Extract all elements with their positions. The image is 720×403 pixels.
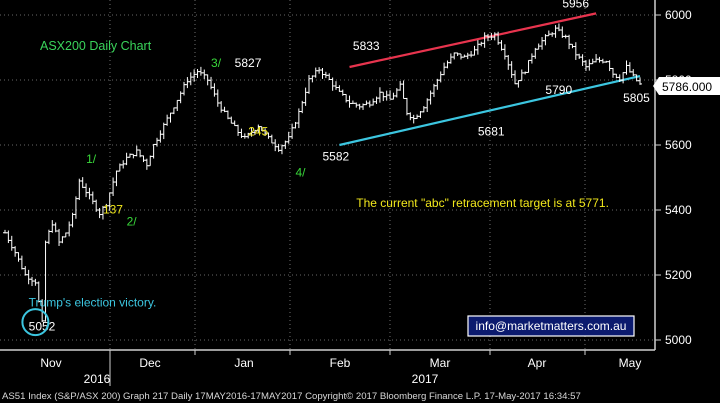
trendlines [339, 12, 641, 147]
annotation-label: Trump's election victory. [29, 296, 157, 310]
last-price-tag: 5786.000 [653, 77, 720, 95]
annotation-label: 5052 [29, 319, 56, 333]
last-price-label: 5786.000 [662, 80, 712, 94]
upper-trendline [349, 12, 597, 69]
annotation-label: 137 [103, 202, 123, 216]
x-tick-label: Feb [330, 356, 351, 370]
y-tick-labels: 500052005400560058006000 [655, 8, 692, 347]
annotation-label: 3/ [211, 56, 222, 70]
annotation-label: The current "abc" retracement target is … [356, 196, 609, 210]
x-tick-label: Apr [528, 356, 547, 370]
footer-text: AS51 Index (S&P/ASX 200) Graph 217 Daily… [2, 391, 581, 402]
annotation-label: 5827 [235, 56, 262, 70]
price-bars [3, 23, 642, 323]
annotations: 1/137 2/3/5827 245 4/5582 5833 5681 5790 5956 58… [21, 0, 650, 337]
x-tick-label: Mar [430, 356, 451, 370]
x-tick-labels: Nov Dec Jan Feb Mar Apr May 2016 2017 [40, 350, 641, 386]
email-badge[interactable]: info@marketmatters.com.au [467, 315, 635, 337]
y-tick-label: 6000 [665, 8, 692, 22]
annotation-label: 5833 [353, 39, 380, 53]
year-label: 2016 [84, 372, 111, 386]
election-marker [21, 308, 50, 337]
annotation-label: 5582 [323, 149, 350, 163]
y-tick-label: 5600 [665, 138, 692, 152]
y-tick-label: 5400 [665, 203, 692, 217]
annotation-label: 2/ [127, 214, 138, 228]
email-link[interactable]: info@marketmatters.com.au [476, 319, 627, 333]
annotation-label: 5681 [478, 124, 505, 138]
chart-title: ASX200 Daily Chart [40, 39, 152, 53]
year-label: 2017 [412, 372, 439, 386]
footer-bar [0, 387, 720, 403]
y-tick-label: 5200 [665, 268, 692, 282]
annotation-label: 4/ [295, 166, 306, 180]
x-tick-label: Dec [139, 356, 160, 370]
x-tick-label: May [619, 356, 642, 370]
lower-trendline [339, 75, 641, 147]
annotation-label: 5805 [623, 91, 650, 105]
annotation-label: 5956 [562, 0, 589, 11]
y-tick-label: 5000 [665, 333, 692, 347]
axes [0, 0, 656, 351]
annotation-label: 1/ [86, 152, 97, 166]
x-tick-label: Jan [234, 356, 253, 370]
annotation-label: 5790 [545, 83, 572, 97]
annotation-label: 245 [248, 124, 268, 138]
x-tick-label: Nov [40, 356, 61, 370]
